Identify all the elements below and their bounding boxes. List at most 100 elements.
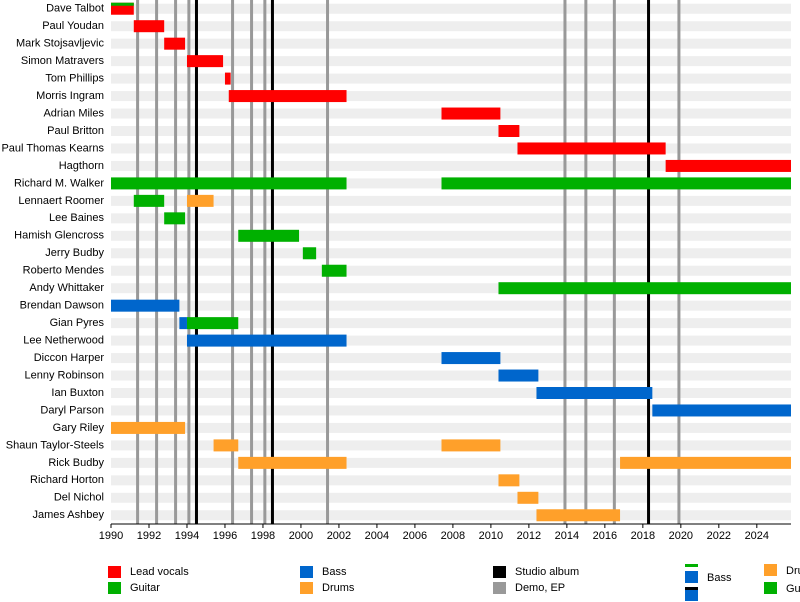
x-tick-label: 1996 xyxy=(213,530,237,542)
member-label: Gian Pyres xyxy=(50,317,105,329)
member-label: Hamish Glencross xyxy=(14,230,104,242)
member-label: Lenny Robinson xyxy=(24,369,104,381)
tenure-bar xyxy=(536,509,621,522)
tenure-bar xyxy=(111,299,180,312)
member-label: Paul Youdan xyxy=(42,20,104,32)
tenure-bar xyxy=(321,264,347,277)
tenure-bar xyxy=(238,456,347,469)
legend-swatch xyxy=(300,566,313,578)
tenure-bar xyxy=(498,369,539,382)
row-band xyxy=(111,475,791,486)
legend-label: Demo, EP xyxy=(515,582,565,594)
member-label: Rick Budby xyxy=(48,457,104,469)
tenure-bar xyxy=(441,352,501,365)
x-tick-label: 2024 xyxy=(745,530,769,542)
member-label: Del Nichol xyxy=(54,492,104,504)
x-tick-label: 2008 xyxy=(441,530,465,542)
member-label: Andy Whittaker xyxy=(29,282,104,294)
x-tick-label: 1992 xyxy=(137,530,161,542)
x-tick-label: 2016 xyxy=(593,530,617,542)
row-band xyxy=(111,160,791,171)
legend-label: Bass xyxy=(707,572,732,584)
x-tick-label: 2002 xyxy=(327,530,351,542)
tenure-bar xyxy=(238,229,300,242)
member-label: Gary Riley xyxy=(53,422,105,434)
row-band xyxy=(111,283,791,294)
tenure-bar xyxy=(441,439,501,452)
tenure-bar xyxy=(111,2,134,6)
tenure-bar xyxy=(620,456,791,469)
legend-label: Guitar xyxy=(786,583,800,595)
member-label: Richard M. Walker xyxy=(14,177,104,189)
row-band xyxy=(111,318,791,329)
member-label: Ian Buxton xyxy=(51,387,104,399)
tenure-bar xyxy=(652,404,791,417)
x-tick-label: 2012 xyxy=(517,530,541,542)
member-label: Lee Netherwood xyxy=(23,335,104,347)
tenure-bar xyxy=(111,177,347,190)
tenure-bar xyxy=(498,474,520,487)
row-band xyxy=(111,143,791,154)
member-label: Simon Matravers xyxy=(21,55,105,67)
row-band xyxy=(111,195,791,206)
row-band xyxy=(111,265,791,276)
member-label: Paul Britton xyxy=(47,125,104,137)
member-label: Paul Thomas Kearns xyxy=(1,142,104,154)
tenure-bar xyxy=(302,247,317,260)
member-label: Shaun Taylor-Steels xyxy=(6,439,105,451)
member-label: Dave Talbot xyxy=(46,3,104,15)
member-label: Mark Stojsavljevic xyxy=(16,38,105,50)
member-label: Diccon Harper xyxy=(34,352,105,364)
row-band xyxy=(111,126,791,136)
row-band xyxy=(111,56,791,67)
tenure-bar xyxy=(133,194,165,207)
legend-swatch xyxy=(764,582,777,594)
x-tick-label: 2020 xyxy=(669,530,693,542)
row-band xyxy=(111,91,791,102)
member-label: Lee Baines xyxy=(49,212,105,224)
member-label: Morris Ingram xyxy=(36,90,104,102)
tenure-bar xyxy=(164,37,186,50)
tenure-bar xyxy=(517,142,666,155)
tenure-bar xyxy=(498,282,791,295)
legend-label: Lead vocals xyxy=(130,566,189,578)
member-label: Hagthorn xyxy=(59,160,104,172)
row-band xyxy=(111,213,791,224)
tenure-bar xyxy=(441,107,501,120)
tenure-bar xyxy=(224,72,231,85)
member-label: Adrian Miles xyxy=(43,107,104,119)
x-tick-label: 1990 xyxy=(99,530,123,542)
legend-label: Guitar xyxy=(130,582,160,594)
row-band xyxy=(111,370,791,381)
x-tick-label: 2004 xyxy=(365,530,389,542)
member-label: James Ashbey xyxy=(32,509,104,521)
tenure-bar xyxy=(179,317,187,330)
legend-stripe xyxy=(685,564,698,567)
x-tick-label: 2010 xyxy=(479,530,503,542)
legend-label: Bass xyxy=(322,566,347,578)
row-band xyxy=(111,3,791,14)
tenure-bar xyxy=(665,159,791,172)
row-band xyxy=(111,21,791,32)
x-tick-label: 1994 xyxy=(175,530,199,542)
legend-swatch xyxy=(300,582,313,594)
tenure-bar xyxy=(133,20,165,33)
tenure-bar xyxy=(228,90,347,103)
legend-swatch xyxy=(764,564,777,576)
tenure-bar xyxy=(186,334,347,347)
row-band xyxy=(111,388,791,398)
legend-label: Drums xyxy=(322,582,355,594)
row-band xyxy=(111,510,791,521)
legend-stripe xyxy=(685,587,698,590)
member-label: Brendan Dawson xyxy=(20,300,104,312)
member-label: Daryl Parson xyxy=(40,404,104,416)
x-tick-label: 2014 xyxy=(555,530,579,542)
x-tick-label: 2006 xyxy=(403,530,427,542)
legend-swatch xyxy=(493,582,506,594)
member-label: Lennaert Roomer xyxy=(18,195,104,207)
row-band xyxy=(111,38,791,49)
tenure-bar xyxy=(186,194,214,207)
row-band xyxy=(111,335,791,346)
tenure-bar xyxy=(441,177,791,190)
